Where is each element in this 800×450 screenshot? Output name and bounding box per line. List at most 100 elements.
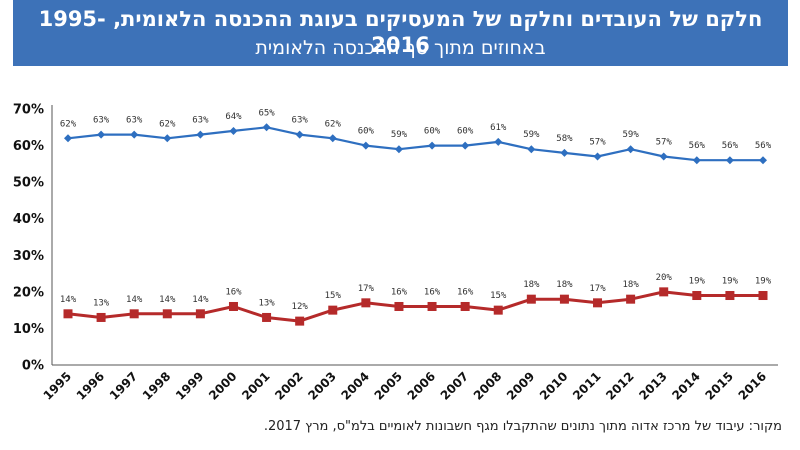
series-1-data-label: 59%: [622, 130, 639, 140]
series-2-point: [559, 294, 569, 304]
x-tick-label: 2014: [669, 369, 703, 403]
x-tick-label: 2007: [438, 369, 472, 403]
series-1-point: [328, 134, 337, 143]
series-1-point: [461, 141, 470, 150]
series-2-point: [129, 309, 139, 319]
title-banner: חלקם של העובדים וחלקם של המעסיקים בעוגת …: [13, 0, 788, 66]
y-tick-label: 70%: [13, 103, 44, 118]
source-note: מקור: עיבוד של מרכז אדוה מתוך נתונים שהת…: [263, 419, 782, 434]
y-tick-label: 40%: [13, 212, 44, 227]
series-2-point: [295, 316, 305, 326]
series-1-data-label: 63%: [126, 116, 143, 126]
series-2-data-label: 14%: [192, 295, 209, 305]
series-2-point: [162, 309, 172, 319]
x-tick-label: 2011: [570, 369, 604, 403]
series-2-data-label: 12%: [292, 302, 309, 312]
series-2-data-label: 15%: [325, 291, 342, 301]
series-1-point: [130, 130, 139, 139]
series-1-data-label: 58%: [556, 134, 573, 144]
series-1-data-label: 56%: [755, 141, 772, 151]
x-tick-label: 1999: [173, 369, 207, 403]
series-2-data-label: 17%: [358, 284, 375, 294]
x-tick-label: 2001: [239, 369, 273, 403]
series-1-data-label: 60%: [358, 127, 375, 137]
series-1-point: [759, 156, 767, 165]
series-2-point: [394, 301, 404, 311]
series-1-point: [295, 130, 304, 139]
series-1-point: [692, 156, 701, 165]
series-1-point: [163, 134, 172, 143]
series-1-line: [67, 126, 763, 162]
series-2-point: [593, 298, 603, 308]
line-chart: 0%10%20%30%40%50%60%70%1995 1996 1997 1998 1…: [13, 103, 778, 403]
series-1-point: [97, 130, 106, 139]
series-1-point: [659, 152, 668, 161]
series-2-data-label: 17%: [589, 284, 606, 294]
x-tick-label: 2006: [405, 369, 439, 403]
series-1-data-label: 63%: [192, 116, 209, 126]
series-2-point: [262, 312, 272, 322]
series-2-data-label: 19%: [722, 277, 739, 287]
series-2-point: [692, 291, 702, 301]
x-tick-label: 2008: [471, 369, 505, 403]
y-tick-label: 10%: [13, 322, 44, 337]
series-2-data-label: 19%: [689, 277, 706, 287]
series-2-point: [228, 301, 238, 311]
series-1-point: [262, 123, 271, 132]
series-1-data-label: 56%: [689, 141, 706, 151]
chart-subtitle: באחוזים מתוך סך ההכנסה הלאומית: [255, 37, 546, 59]
series-1-point: [725, 156, 734, 165]
series-1-data-label: 57%: [589, 138, 606, 148]
x-tick-label: 2013: [636, 369, 670, 403]
y-tick-label: 60%: [13, 139, 44, 154]
series-1-data-label: 62%: [325, 119, 342, 129]
series-1-data-label: 63%: [292, 116, 309, 126]
y-tick-label: 0%: [22, 359, 44, 374]
x-tick-label: 1996: [74, 369, 108, 403]
series-1-point: [593, 152, 602, 161]
x-tick-label: 2004: [338, 369, 372, 403]
series-2-point: [626, 294, 636, 304]
x-tick-label: 2005: [372, 369, 406, 403]
series-2-point: [758, 291, 768, 301]
x-tick-label: 2003: [305, 369, 339, 403]
series-1-data-label: 65%: [258, 108, 275, 118]
series-2-data-label: 18%: [556, 280, 573, 290]
series-1-point: [494, 137, 503, 146]
series-1-point: [394, 145, 403, 154]
series-1-point: [428, 141, 437, 150]
series-2-point: [493, 305, 503, 315]
series-2-point: [96, 312, 106, 322]
series-1-point: [229, 126, 238, 135]
x-tick-label: 1998: [140, 369, 174, 403]
y-tick-label: 30%: [13, 249, 44, 264]
series-2-data-label: 20%: [656, 273, 673, 283]
series-2-line: [67, 290, 763, 323]
series-2-data-label: 16%: [424, 287, 441, 297]
series-2-data-label: 13%: [93, 298, 110, 308]
series-2-point: [725, 291, 735, 301]
series-2-data-label: 14%: [159, 295, 176, 305]
series-2-point: [460, 301, 470, 311]
series-1-data-label: 57%: [656, 138, 673, 148]
x-tick-label: 1995: [41, 369, 75, 403]
x-tick-label: 2010: [537, 369, 571, 403]
series-2-data-label: 14%: [126, 295, 143, 305]
series-2-point: [195, 309, 205, 319]
x-tick-label: 2009: [504, 369, 538, 403]
series-1-data-label: 59%: [523, 130, 540, 140]
series-2-data-label: 15%: [490, 291, 507, 301]
y-tick-label: 20%: [13, 285, 44, 300]
series-2-data-label: 14%: [60, 295, 77, 305]
x-tick-label: 2016: [736, 369, 770, 403]
series-1-data-label: 60%: [424, 127, 441, 137]
series-2-data-label: 16%: [225, 287, 242, 297]
x-tick-label: 2015: [703, 369, 737, 403]
y-tick-label: 50%: [13, 176, 44, 191]
series-1-point: [527, 145, 536, 154]
series-2-data-label: 16%: [457, 287, 474, 297]
series-1-data-label: 59%: [391, 130, 408, 140]
series-2-point: [328, 305, 338, 315]
series-2-data-label: 18%: [523, 280, 540, 290]
series-1-data-label: 61%: [490, 123, 507, 133]
